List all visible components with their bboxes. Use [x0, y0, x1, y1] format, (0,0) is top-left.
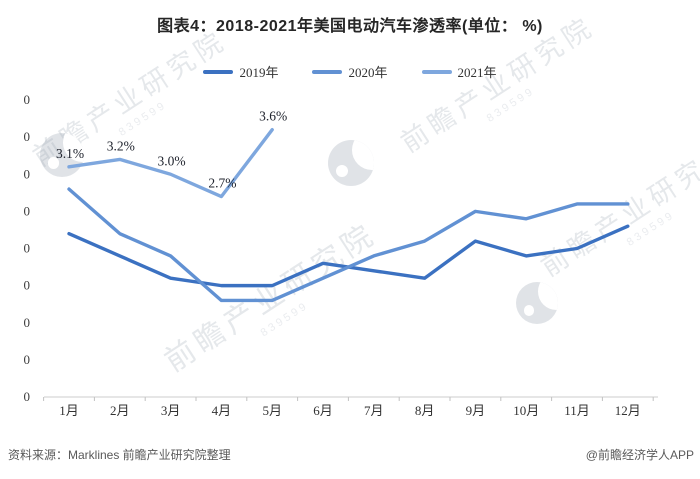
legend-label-2021: 2021年: [457, 65, 497, 80]
svg-text:3.1%: 3.1%: [56, 146, 84, 161]
credit-note: @前瞻经济学人APP: [585, 448, 694, 462]
svg-text:10月: 10月: [513, 403, 539, 418]
svg-text:1月: 1月: [59, 403, 79, 418]
line-chart-canvas: 0 0 0 0 0 0 0 0 0 1月 2月 3月 4月 5月 6月 7月 8月 9月 10月 11月 12月 3.1%…: [24, 92, 658, 418]
svg-text:2月: 2月: [110, 403, 130, 418]
legend-line-swatch-icon: [312, 69, 343, 74]
svg-text:0: 0: [24, 352, 31, 367]
svg-text:3.6%: 3.6%: [259, 109, 287, 124]
svg-text:0: 0: [24, 129, 31, 144]
legend-item-2019: 2019年: [203, 62, 278, 81]
legend-item-2020: 2020年: [312, 62, 388, 81]
svg-text:0: 0: [24, 389, 31, 404]
watermark-logo-icon: [516, 282, 558, 324]
svg-text:7月: 7月: [364, 403, 384, 418]
svg-text:0: 0: [24, 241, 31, 256]
legend-line-swatch-icon: [203, 69, 234, 74]
svg-text:0: 0: [24, 315, 31, 330]
legend-label-2019: 2019年: [239, 65, 279, 80]
source-note: 资料来源：Marklines 前瞻产业研究院整理: [8, 448, 231, 462]
svg-text:0: 0: [24, 166, 31, 181]
svg-text:5月: 5月: [262, 403, 282, 418]
svg-text:0: 0: [24, 203, 31, 218]
svg-text:3月: 3月: [161, 403, 181, 418]
svg-text:8月: 8月: [415, 403, 435, 418]
svg-text:2.7%: 2.7%: [208, 176, 236, 191]
svg-text:9月: 9月: [466, 403, 486, 418]
watermark-logo-icon: [328, 140, 374, 186]
svg-text:6月: 6月: [313, 403, 333, 418]
legend-label-2020: 2020年: [348, 65, 388, 80]
svg-text:11月: 11月: [564, 403, 590, 418]
svg-text:4月: 4月: [212, 403, 232, 418]
svg-text:3.0%: 3.0%: [158, 153, 186, 168]
legend-line-swatch-icon: [421, 69, 452, 74]
svg-text:12月: 12月: [615, 403, 641, 418]
svg-text:0: 0: [24, 278, 31, 293]
legend: 2019年 2020年 2021年: [0, 62, 700, 81]
svg-text:0: 0: [24, 92, 31, 107]
chart-title: 图表4：2018-2021年美国电动汽车渗透率(单位： %): [157, 18, 543, 35]
svg-text:3.2%: 3.2%: [107, 138, 135, 153]
watermark-logo-icon: [40, 133, 84, 177]
legend-item-2021: 2021年: [421, 62, 497, 81]
